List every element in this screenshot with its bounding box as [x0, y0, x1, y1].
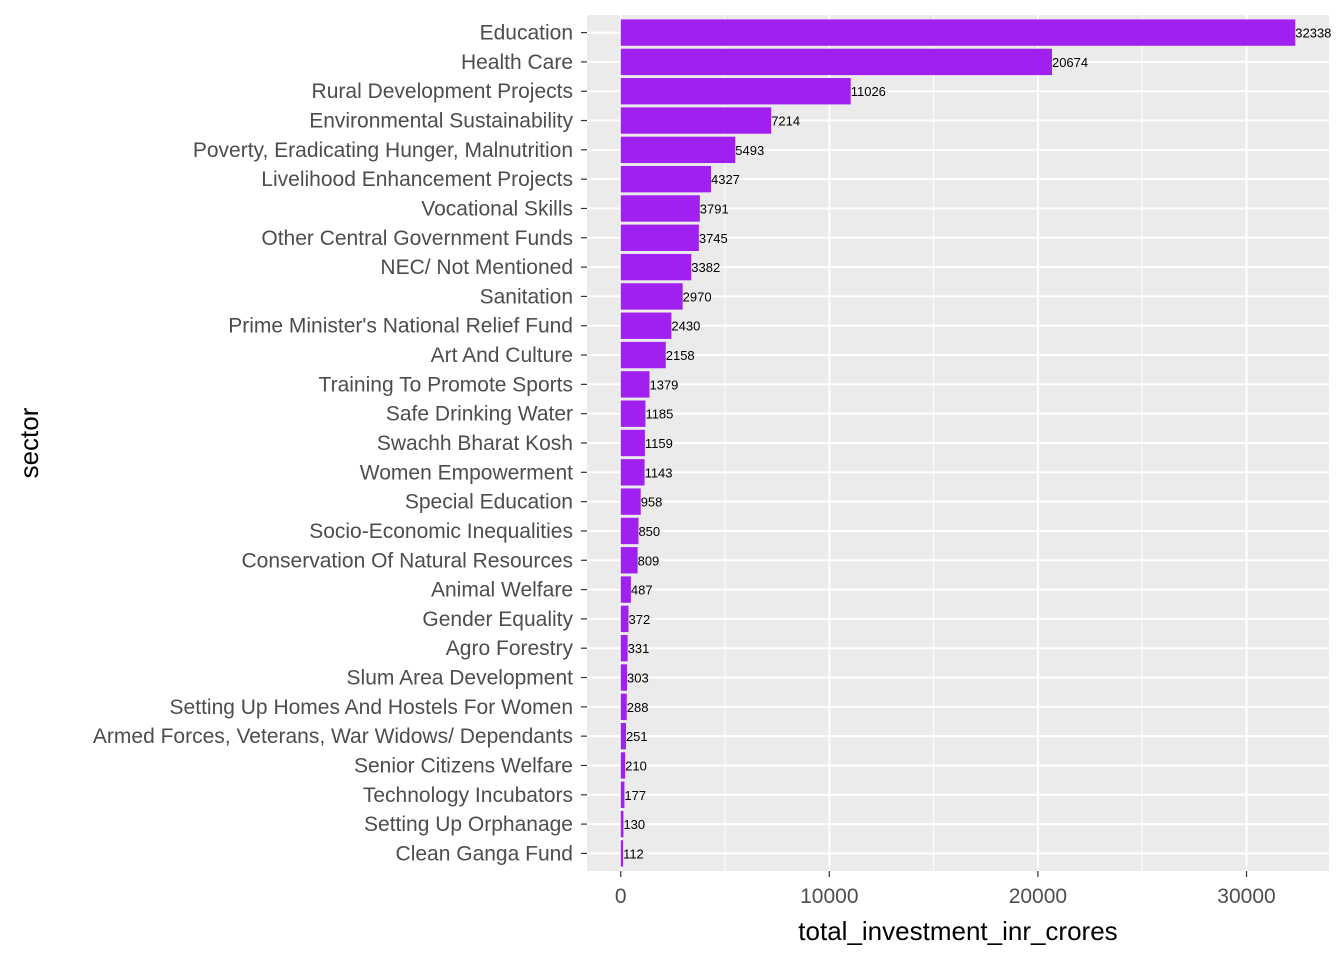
data-label: 3382	[691, 260, 720, 275]
y-tick-label: Prime Minister's National Relief Fund	[228, 315, 573, 338]
y-tick-label: NEC/ Not Mentioned	[380, 256, 573, 279]
y-tick-label: Art And Culture	[431, 344, 573, 367]
data-label: 4327	[711, 172, 740, 187]
x-axis-ticks: 0 10000 20000 30000	[615, 871, 1276, 908]
x-tick-label: 0	[615, 885, 627, 908]
y-tick-label: Slum Area Development	[347, 667, 574, 690]
bar	[620, 664, 628, 691]
y-tick-label: Setting Up Homes And Hostels For Women	[170, 696, 573, 719]
y-tick-label: Agro Forestry	[446, 637, 574, 660]
bar	[620, 576, 631, 603]
bar	[620, 840, 624, 867]
bar	[620, 136, 736, 164]
y-tick-label: Clean Ganga Fund	[396, 842, 573, 865]
data-label: 2158	[666, 348, 695, 363]
bar	[620, 693, 627, 721]
y-tick-label: Education	[480, 22, 573, 45]
data-label: 331	[628, 641, 650, 656]
data-label: 5493	[735, 143, 764, 158]
y-axis-title: sector	[14, 407, 44, 478]
data-label: 3745	[699, 231, 728, 246]
bar	[620, 781, 625, 808]
data-label: 32338	[1295, 26, 1331, 41]
y-tick-label: Socio-Economic Inequalities	[309, 520, 573, 543]
bar	[620, 195, 700, 222]
bar	[620, 165, 711, 193]
data-label: 210	[625, 758, 647, 773]
data-label: 130	[623, 817, 645, 832]
y-tick-label: Senior Citizens Welfare	[354, 754, 573, 777]
x-tick-label: 30000	[1217, 885, 1275, 908]
data-label: 11026	[851, 84, 886, 99]
y-tick-label: Special Education	[405, 491, 573, 514]
x-tick-label: 20000	[1009, 885, 1067, 908]
y-tick-label: Setting Up Orphanage	[364, 813, 573, 836]
data-labels: 32338 20674 11026 7214 5493 4327 3791 3745 3382 2…	[623, 26, 1331, 862]
bar	[620, 253, 692, 281]
data-label: 372	[628, 612, 650, 627]
data-label: 958	[641, 495, 663, 510]
data-label: 1185	[645, 407, 673, 422]
data-label: 288	[627, 700, 649, 715]
bars	[620, 19, 1296, 867]
y-tick-label: Health Care	[461, 51, 573, 74]
y-tick-label: Vocational Skills	[421, 197, 573, 220]
bar	[620, 635, 628, 662]
data-label: 487	[631, 583, 653, 598]
y-tick-label: Swachh Bharat Kosh	[377, 432, 573, 455]
bar	[620, 459, 645, 486]
bar	[620, 78, 851, 105]
data-label: 251	[626, 729, 648, 744]
bar	[620, 429, 645, 457]
y-tick-label: Women Empowerment	[360, 461, 573, 484]
y-axis-ticks: Education Health Care Rural Development Pr…	[93, 22, 587, 865]
bar	[620, 283, 683, 310]
y-tick-label: Other Central Government Funds	[261, 227, 573, 250]
bar	[620, 547, 638, 574]
data-label: 1143	[645, 465, 673, 480]
bar	[620, 19, 1296, 46]
y-tick-label: Animal Welfare	[431, 579, 573, 602]
y-tick-label: Environmental Sustainability	[309, 110, 573, 133]
bar	[620, 517, 639, 545]
bar	[620, 605, 629, 633]
y-tick-label: Armed Forces, Veterans, War Widows/ Depe…	[93, 725, 573, 748]
bar	[620, 810, 624, 838]
y-tick-label: Livelihood Enhancement Projects	[261, 168, 573, 191]
data-label: 2970	[683, 289, 712, 304]
y-tick-label: Gender Equality	[422, 608, 573, 631]
bar	[620, 341, 666, 369]
data-label: 177	[624, 788, 646, 803]
x-tick-label: 10000	[800, 885, 858, 908]
data-label: 850	[638, 524, 660, 539]
y-tick-label: Training To Promote Sports	[319, 373, 573, 396]
bar	[620, 488, 641, 515]
y-tick-label: Rural Development Projects	[312, 80, 573, 103]
bar	[620, 107, 772, 134]
y-tick-label: Conservation Of Natural Resources	[242, 549, 573, 572]
data-label: 112	[623, 846, 644, 861]
bar	[620, 48, 1052, 76]
data-label: 3791	[700, 201, 729, 216]
y-tick-label: Sanitation	[480, 285, 573, 308]
bar	[620, 224, 699, 251]
y-tick-label: Poverty, Eradicating Hunger, Malnutritio…	[193, 139, 573, 162]
data-label: 2430	[671, 319, 700, 334]
data-label: 1379	[649, 377, 678, 392]
data-label: 303	[627, 671, 649, 686]
y-tick-label: Safe Drinking Water	[386, 403, 573, 426]
bar	[620, 312, 672, 339]
bar	[620, 752, 626, 779]
data-label: 1159	[645, 436, 673, 451]
data-label: 7214	[771, 114, 800, 129]
data-label: 20674	[1052, 55, 1088, 70]
y-tick-label: Technology Incubators	[363, 784, 573, 807]
bar	[620, 400, 646, 427]
bar	[620, 371, 650, 398]
data-label: 809	[638, 553, 660, 568]
x-axis-title: total_investment_inr_crores	[798, 916, 1117, 946]
bar	[620, 722, 626, 750]
